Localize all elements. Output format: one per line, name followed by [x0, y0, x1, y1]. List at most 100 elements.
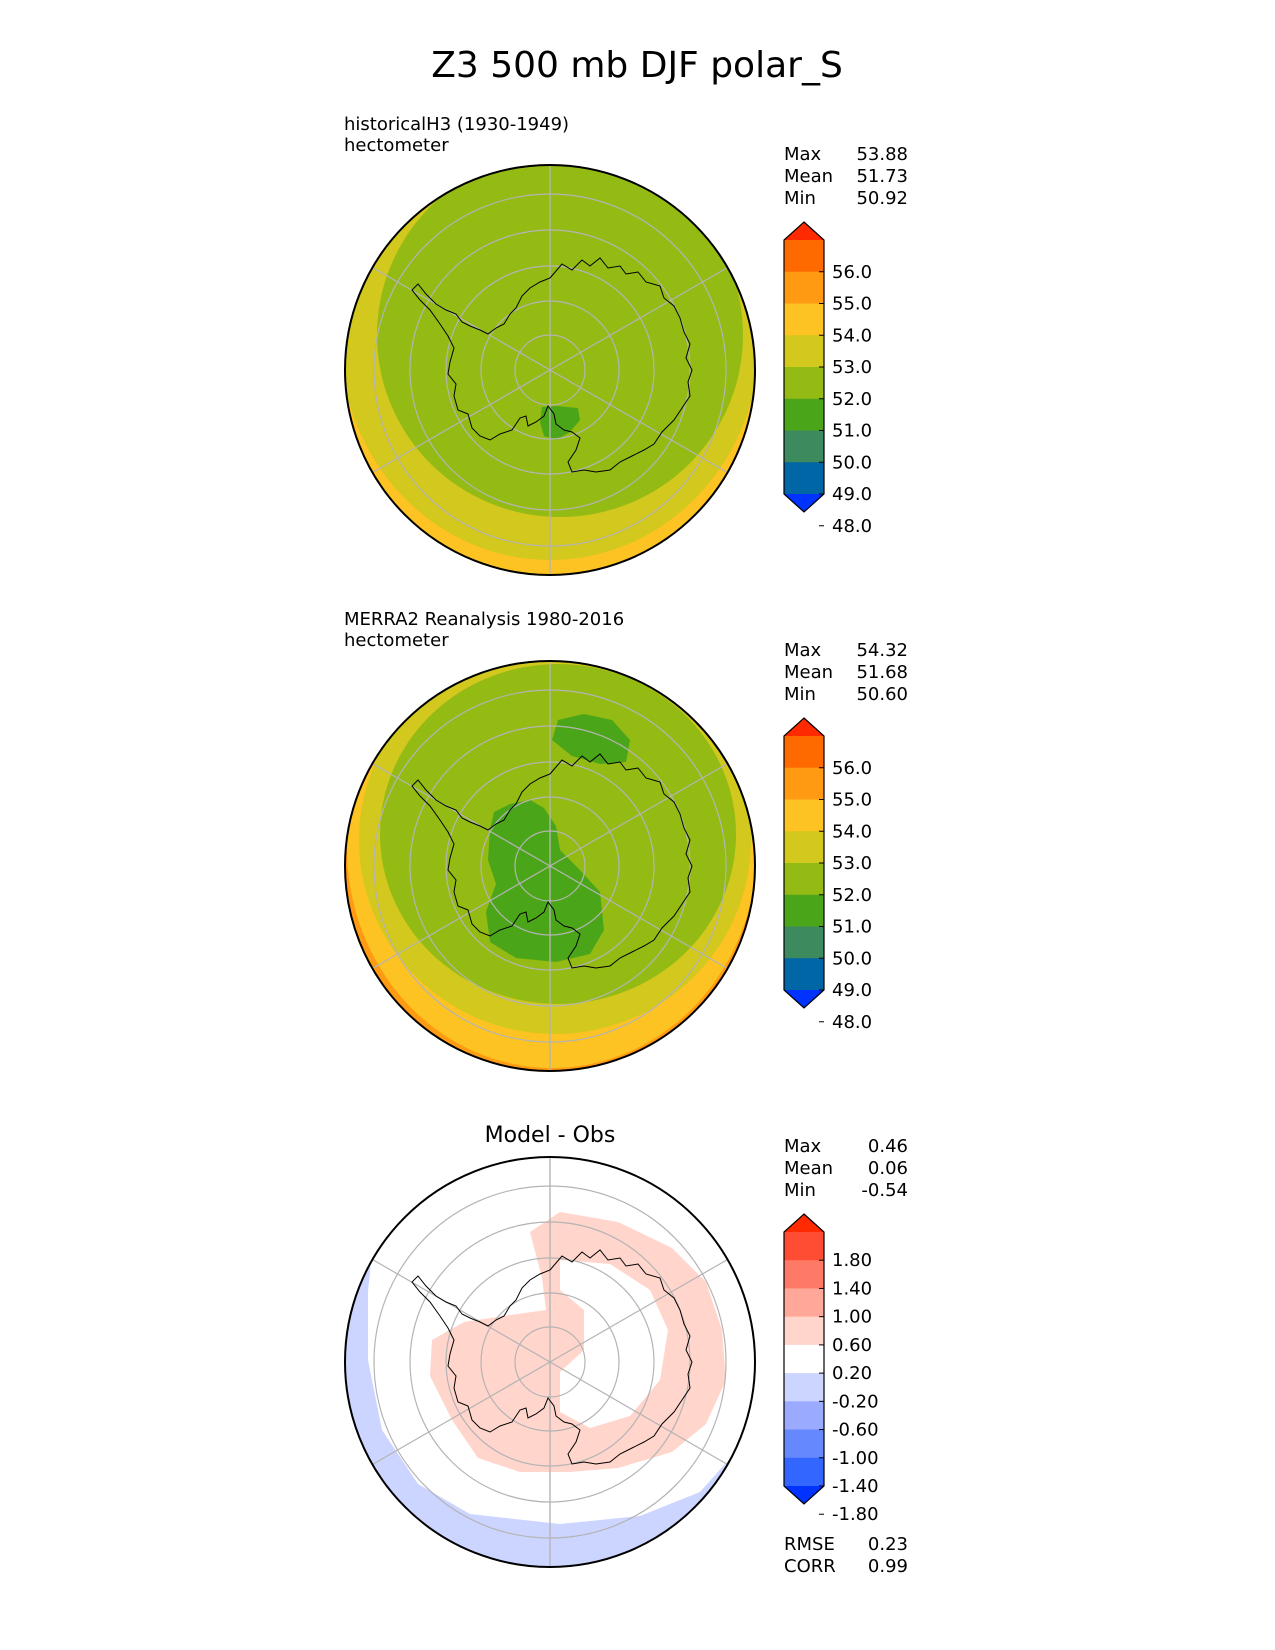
colorbar-tick-label: 54.0 — [832, 821, 872, 842]
colorbar-swatch — [784, 1429, 824, 1459]
colorbar-tick-label: -1.80 — [832, 1504, 879, 1525]
meridian-line — [372, 865, 551, 970]
stat-value-mean: 0.06 — [868, 1158, 908, 1179]
panel-test-subtitle-1: historicalH3 (1930-1949) — [344, 114, 569, 135]
colorbar-swatch — [784, 1401, 824, 1431]
meridian-line — [549, 266, 728, 371]
colorbar-tick-label: 56.0 — [832, 758, 872, 779]
panel-reference: MERRA2 Reanalysis 1980-2016 hectometer M… — [344, 609, 908, 1072]
colorbar-swatch — [784, 303, 824, 336]
polar-grid — [372, 165, 728, 575]
stat-value-max: 53.88 — [856, 144, 908, 165]
meridian-line — [372, 762, 551, 867]
colorbar-swatch — [784, 926, 824, 959]
colorbar-tick-label: 56.0 — [832, 262, 872, 283]
panel-reference-subtitle-2: hectometer — [344, 630, 449, 651]
stat-label-mean: Mean — [784, 662, 833, 683]
colorbar-swatch — [784, 367, 824, 400]
meridian-line — [372, 266, 551, 371]
colorbar-swatch — [784, 271, 824, 304]
field-band-51-52 — [380, 664, 736, 1004]
colorbar-swatch — [784, 894, 824, 927]
colorbar-swatch — [784, 799, 824, 832]
panel-difference-stats: Max 0.46 Mean 0.06 Min -0.54 — [784, 1136, 908, 1201]
colorbar-tick-label: 51.0 — [832, 421, 872, 442]
colorbar-swatch — [784, 1344, 824, 1374]
panel-difference-colorbar: 1.80 1.40 1.00 0.60 0.20 -0.20 -0.60 -1.00 -1.40… — [783, 1213, 879, 1525]
metric-label-corr: CORR — [784, 1556, 836, 1577]
panel-difference-metrics: RMSE 0.23 CORR 0.99 — [784, 1534, 908, 1577]
map-boundary — [344, 660, 756, 1072]
colorbar-extend-min — [784, 1486, 824, 1504]
stat-value-min: 50.92 — [856, 188, 908, 209]
colorbar-swatch — [784, 1373, 824, 1402]
colorbar-tick-label: 50.0 — [832, 452, 872, 473]
colorbar-tick-label: -0.20 — [832, 1391, 879, 1412]
field-positive-ring — [430, 1212, 726, 1472]
stat-value-min: -0.54 — [861, 1180, 908, 1201]
colorbar-tick-label: 1.40 — [832, 1278, 872, 1299]
colorbar-swatch — [784, 767, 824, 800]
colorbar-tick-label: 49.0 — [832, 980, 872, 1001]
colorbar-tick-label: 49.0 — [832, 484, 872, 505]
colorbar-swatch — [784, 398, 824, 431]
colorbar-swatch — [784, 430, 824, 463]
meridian-line — [372, 1258, 551, 1363]
colorbar-tick-label: 52.0 — [832, 885, 872, 906]
panel-reference-stats: Max 54.32 Mean 51.68 Min 50.60 — [784, 640, 908, 705]
polar-grid — [372, 1157, 728, 1567]
colorbar-swatch — [784, 1232, 824, 1261]
panel-difference: Model - Obs Max 0.46 Mean 0.06 Min -0.54 1.80… — [344, 1123, 908, 1577]
metric-value-rmse: 0.23 — [868, 1534, 908, 1555]
colorbar-extend-max — [784, 718, 824, 736]
polar-grid — [372, 661, 728, 1071]
panel-test: historicalH3 (1930-1949) hectometer Max 5… — [344, 114, 908, 576]
colorbar-tick-label: 1.00 — [832, 1307, 872, 1328]
colorbar-tick-label: 48.0 — [832, 1012, 872, 1033]
panel-reference-map — [345, 661, 755, 1071]
colorbar-tick-label: -1.00 — [832, 1448, 879, 1469]
colorbar-extend-min — [784, 494, 824, 512]
colorbar-extend-max — [784, 1214, 824, 1232]
stat-label-min: Min — [784, 684, 816, 705]
metric-label-rmse: RMSE — [784, 1534, 835, 1555]
meridian-line — [549, 1258, 728, 1363]
stat-label-min: Min — [784, 188, 816, 209]
panel-test-subtitle-2: hectometer — [344, 135, 449, 156]
stat-value-min: 50.60 — [856, 684, 908, 705]
colorbar-tick-label: 0.60 — [832, 1335, 872, 1356]
panel-reference-colorbar: 56.0 55.0 54.0 53.0 52.0 51.0 50.0 49.0 48.0 — [783, 717, 872, 1033]
colorbar-outline — [783, 717, 825, 1009]
colorbar-swatch — [784, 240, 824, 273]
colorbar-tick-label: 53.0 — [832, 853, 872, 874]
colorbar-tick-label: 1.80 — [832, 1250, 872, 1271]
stat-label-mean: Mean — [784, 1158, 833, 1179]
meridian-line — [549, 369, 728, 474]
colorbar-tick-label: -1.40 — [832, 1476, 879, 1497]
colorbar-swatch — [784, 1316, 824, 1346]
meridian-line — [372, 1361, 551, 1466]
stat-value-max: 0.46 — [868, 1136, 908, 1157]
colorbar-outline — [783, 221, 825, 513]
colorbar-tick-label: -0.60 — [832, 1420, 879, 1441]
colorbar-swatch — [784, 1288, 824, 1318]
panel-reference-subtitle-1: MERRA2 Reanalysis 1980-2016 — [344, 609, 624, 630]
colorbar-tick-label: 0.20 — [832, 1363, 872, 1384]
colorbar-swatch — [784, 958, 824, 991]
meridian-line — [372, 369, 551, 474]
colorbar-tick-label: 48.0 — [832, 516, 872, 537]
colorbar-tick-label: 54.0 — [832, 325, 872, 346]
stat-label-max: Max — [784, 1136, 822, 1157]
colorbar-tick-label: 51.0 — [832, 917, 872, 938]
meridian-line — [549, 1361, 728, 1466]
stat-label-max: Max — [784, 144, 822, 165]
map-boundary — [344, 1156, 756, 1568]
stat-value-mean: 51.73 — [856, 166, 908, 187]
panel-test-map — [345, 165, 755, 575]
colorbar-extend-max — [784, 222, 824, 240]
figure-title: Z3 500 mb DJF polar_S — [431, 45, 843, 86]
colorbar-outline — [783, 1213, 825, 1505]
stat-value-mean: 51.68 — [856, 662, 908, 683]
panel-test-colorbar: 56.0 55.0 54.0 53.0 52.0 51.0 50.0 49.0 48.0 — [783, 221, 872, 537]
